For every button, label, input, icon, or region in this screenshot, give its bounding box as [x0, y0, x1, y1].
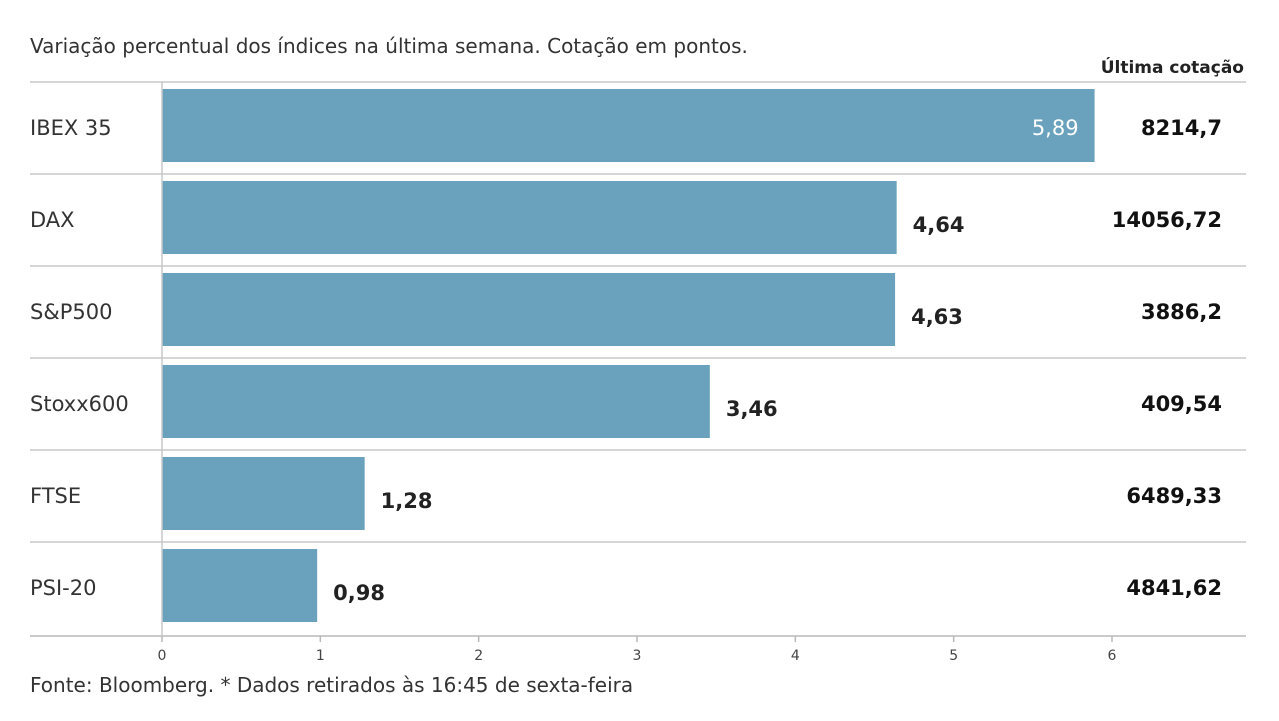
- chart-row: Stoxx600 3,46 409,54: [30, 365, 1222, 438]
- last-quote: 4841,62: [1126, 576, 1222, 600]
- last-quote: 6489,33: [1126, 484, 1222, 508]
- bar: [162, 181, 897, 254]
- chart-subtitle: Variação percentual dos índices na últim…: [30, 34, 748, 58]
- chart-rows: IBEX 35 5,89 8214,7 DAX 4,64 14056,72 S&P500 4,…: [30, 81, 1246, 622]
- x-tick-label: 6: [1108, 648, 1117, 664]
- x-axis-ticks: 0 1 2 3 4 5 6: [158, 636, 1117, 664]
- x-tick-label: 0: [158, 648, 167, 664]
- x-tick-label: 2: [474, 648, 483, 664]
- value-label: 5,89: [1032, 116, 1079, 140]
- bar: [162, 457, 365, 530]
- last-quote: 3886,2: [1141, 300, 1222, 324]
- x-tick-label: 1: [316, 648, 325, 664]
- value-label: 0,98: [333, 581, 385, 605]
- chart-row: IBEX 35 5,89 8214,7: [30, 89, 1222, 162]
- bar: [162, 549, 318, 622]
- category-label: S&P500: [30, 300, 112, 324]
- category-label: PSI-20: [30, 576, 97, 600]
- category-label: Stoxx600: [30, 392, 129, 416]
- last-quote: 14056,72: [1112, 208, 1222, 232]
- bar: [162, 273, 896, 346]
- source-note: Fonte: Bloomberg. * Dados retirados às 1…: [30, 673, 633, 697]
- x-tick-label: 3: [633, 648, 642, 664]
- value-label: 4,63: [911, 305, 963, 329]
- value-label: 1,28: [381, 489, 433, 513]
- x-tick-label: 4: [791, 648, 800, 664]
- value-label: 4,64: [913, 213, 965, 237]
- category-label: FTSE: [30, 484, 81, 508]
- category-label: DAX: [30, 208, 75, 232]
- x-tick-label: 5: [949, 648, 958, 664]
- chart-row: FTSE 1,28 6489,33: [30, 457, 1222, 530]
- chart-row: S&P500 4,63 3886,2: [30, 273, 1222, 346]
- bar: [162, 89, 1095, 162]
- bar: [162, 365, 710, 438]
- chart-row: DAX 4,64 14056,72: [30, 181, 1222, 254]
- category-label: IBEX 35: [30, 116, 112, 140]
- last-quote: 8214,7: [1141, 116, 1222, 140]
- chart-row: PSI-20 0,98 4841,62: [30, 549, 1222, 622]
- quote-column-header: Última cotação: [1101, 56, 1244, 78]
- last-quote: 409,54: [1141, 392, 1222, 416]
- value-label: 3,46: [726, 397, 778, 421]
